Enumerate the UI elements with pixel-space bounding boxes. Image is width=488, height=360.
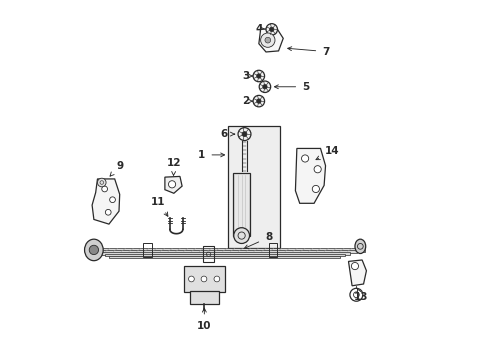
Text: 1: 1 [198,150,224,160]
Ellipse shape [84,239,103,261]
Circle shape [265,24,277,35]
Circle shape [262,85,266,89]
Bar [190,291,218,305]
Text: 7: 7 [287,46,329,57]
Circle shape [102,186,107,192]
Bar [268,243,277,257]
Bar [233,173,250,235]
Circle shape [238,128,250,140]
Circle shape [260,33,274,47]
Text: 10: 10 [197,308,211,331]
Ellipse shape [354,239,365,253]
Polygon shape [295,148,325,203]
Bar [92,250,357,253]
Text: 6: 6 [220,129,234,139]
Polygon shape [92,179,120,224]
Text: 3: 3 [242,71,252,81]
Text: 14: 14 [315,146,339,159]
Text: 12: 12 [166,158,181,175]
Circle shape [105,210,111,215]
Text: 9: 9 [110,161,123,176]
Circle shape [253,95,264,107]
Circle shape [256,99,261,103]
Circle shape [256,74,261,78]
Circle shape [214,276,219,282]
Text: 5: 5 [274,82,309,92]
Bar [143,243,152,257]
Bar [228,126,280,248]
Bar [203,246,214,262]
Polygon shape [258,28,283,52]
Circle shape [201,276,206,282]
Circle shape [264,37,270,43]
Bar [183,266,224,292]
Text: 8: 8 [244,232,272,248]
Text: 2: 2 [242,96,252,106]
Circle shape [242,132,246,136]
Text: 4: 4 [255,24,265,35]
Bar [99,252,349,255]
Circle shape [89,245,99,255]
Bar [85,248,364,252]
Text: 13: 13 [353,289,368,302]
Circle shape [97,178,106,187]
Circle shape [253,70,264,82]
Circle shape [168,181,175,188]
Circle shape [188,276,194,282]
Polygon shape [348,260,366,286]
Bar [109,256,340,258]
Circle shape [301,155,308,162]
Bar [104,254,344,256]
Circle shape [259,81,270,93]
Polygon shape [164,176,182,193]
Circle shape [312,185,319,193]
Circle shape [109,197,115,203]
Circle shape [313,166,321,173]
Circle shape [351,262,358,270]
Circle shape [233,228,249,243]
Circle shape [269,27,273,32]
Text: 11: 11 [151,197,167,216]
